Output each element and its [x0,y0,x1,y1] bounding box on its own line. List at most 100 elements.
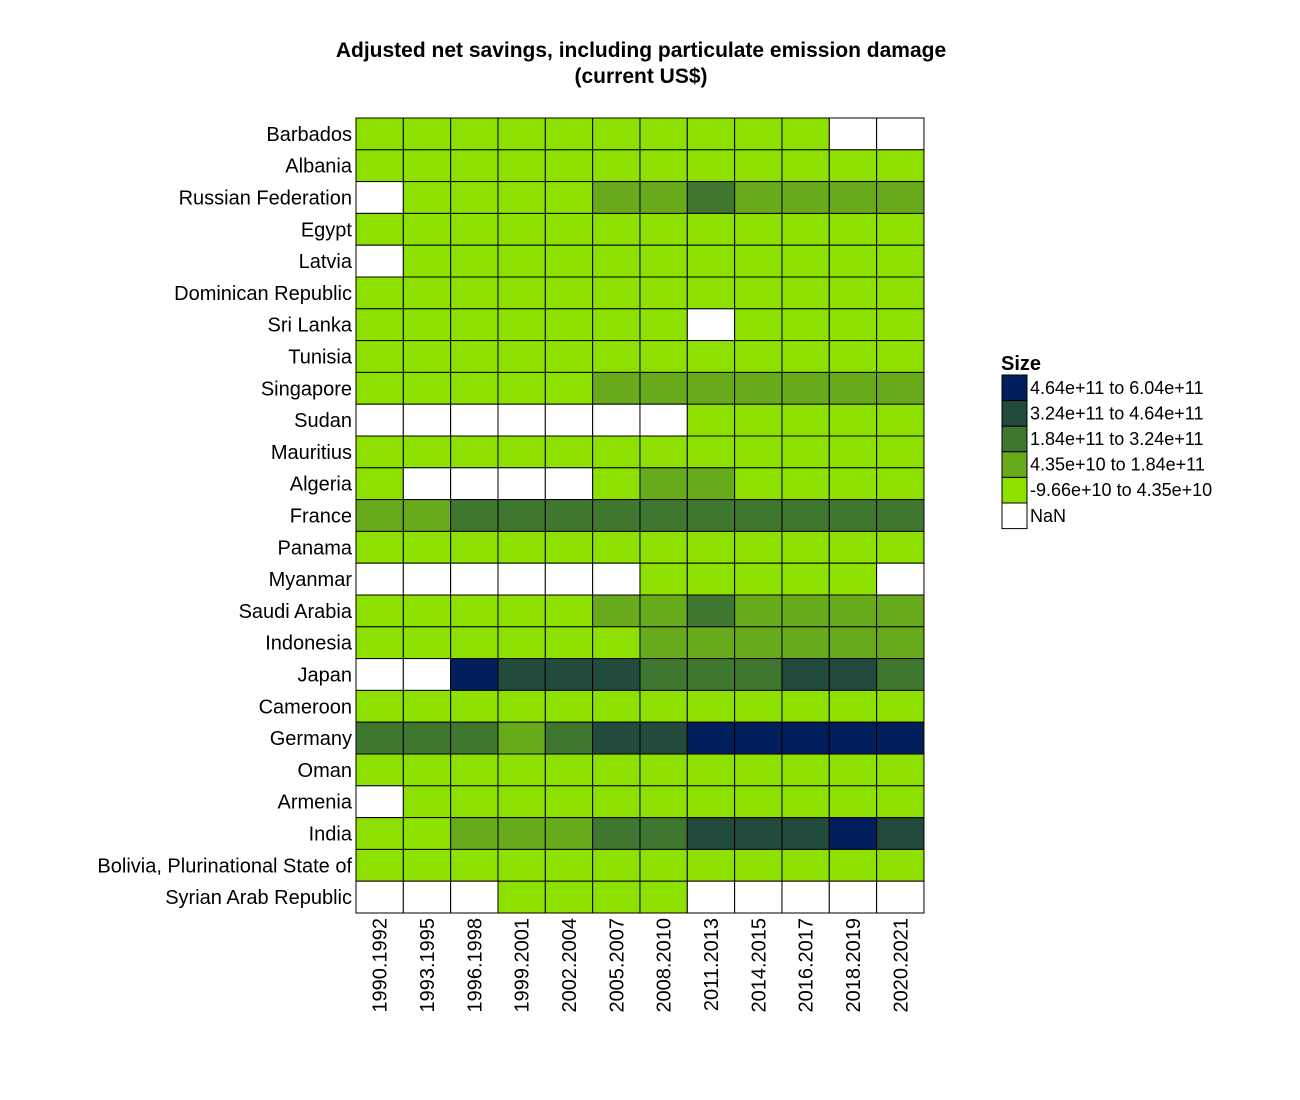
heatmap-cell [402,435,452,469]
heatmap-cell [781,244,830,278]
heatmap-cell [781,594,830,628]
heatmap-cell [686,149,736,183]
column-label: 1993.1995 [417,918,439,1013]
heatmap-cell [828,658,878,691]
heatmap-cell [497,658,546,691]
heatmap-cell [497,467,546,501]
heatmap-cell [639,658,688,691]
heatmap-cell [686,626,736,660]
heatmap-cell [686,658,736,691]
heatmap-cell [876,371,925,405]
heatmap-cell [876,626,925,660]
heatmap-cell [592,721,641,755]
heatmap-cell [592,562,641,596]
heatmap-cell [781,371,830,405]
column-label: 2014.2015 [748,918,770,1013]
heatmap-cell [355,403,404,437]
heatmap-cell [781,467,830,501]
heatmap-cell [402,149,452,183]
heatmap-cell [355,721,404,755]
heatmap-cell [876,117,925,151]
row-label: Russian Federation [179,188,352,210]
heatmap-cell [686,499,736,532]
heatmap-cell [781,403,830,437]
heatmap-cell [497,753,546,787]
heatmap-cell [544,403,594,437]
heatmap-cell [592,117,641,151]
row-label: Bolivia, Plurinational State of [97,855,352,877]
heatmap-cell [497,212,546,246]
heatmap-cell [355,149,404,183]
heatmap-cell [639,244,688,278]
heatmap-cell [355,467,404,501]
heatmap-cell [781,530,830,564]
heatmap-cells [355,117,925,914]
heatmap-cell [544,212,594,246]
heatmap-cell [686,848,736,882]
heatmap-cell [686,117,736,151]
heatmap-cell [497,371,546,405]
heatmap-cell [876,467,925,501]
heatmap-cell [592,244,641,278]
heatmap-cell [497,530,546,564]
heatmap-cell [450,244,499,278]
heatmap-cell [876,212,925,246]
heatmap-cell [355,594,404,628]
heatmap-cell [639,785,688,819]
heatmap-cell [781,149,830,183]
heatmap-cell [639,467,688,501]
heatmap-cell [450,276,499,310]
legend-swatch [1001,502,1028,530]
heatmap-cell [828,848,878,882]
heatmap-cell [781,626,830,660]
heatmap-cell [592,212,641,246]
heatmap-cell [734,594,783,628]
row-label: India [309,824,353,846]
heatmap-cell [876,308,925,342]
heatmap-cell [781,435,830,469]
heatmap-cell [497,848,546,882]
heatmap-cell [686,276,736,310]
heatmap-cell [592,594,641,628]
heatmap-cell [450,626,499,660]
heatmap-cell [592,626,641,660]
heatmap-cell [402,308,452,342]
heatmap-cell [544,785,594,819]
heatmap-cell [450,117,499,151]
heatmap-cell [639,308,688,342]
heatmap-cell [544,817,594,850]
heatmap-cell [544,308,594,342]
heatmap-cell [450,403,499,437]
heatmap-cell [734,435,783,469]
heatmap-cell [450,530,499,564]
heatmap-cell [639,721,688,755]
heatmap-cell [781,658,830,691]
heatmap-cell [402,212,452,246]
heatmap-cell [402,117,452,151]
heatmap-cell [828,435,878,469]
heatmap-cell [592,848,641,882]
heatmap-cell [497,721,546,755]
heatmap-cell [355,689,404,723]
heatmap-cell [828,149,878,183]
heatmap-cell [592,817,641,850]
heatmap-cell [876,721,925,755]
row-label: Panama [278,537,353,559]
heatmap-cell [734,117,783,151]
heatmap-cell [876,689,925,723]
heatmap-cell [686,689,736,723]
heatmap-cell [781,880,830,914]
heatmap-cell [544,117,594,151]
heatmap-cell [544,594,594,628]
heatmap-cell [355,371,404,405]
heatmap-cell [876,499,925,532]
heatmap-cell [686,785,736,819]
heatmap-cell [828,785,878,819]
chart-subtitle: (current US$) [574,65,707,88]
heatmap-cell [876,340,925,373]
row-label: Barbados [266,124,352,146]
heatmap-cell [402,689,452,723]
legend-label: NaN [1030,506,1066,526]
heatmap-cell [450,785,499,819]
heatmap-cell [781,785,830,819]
